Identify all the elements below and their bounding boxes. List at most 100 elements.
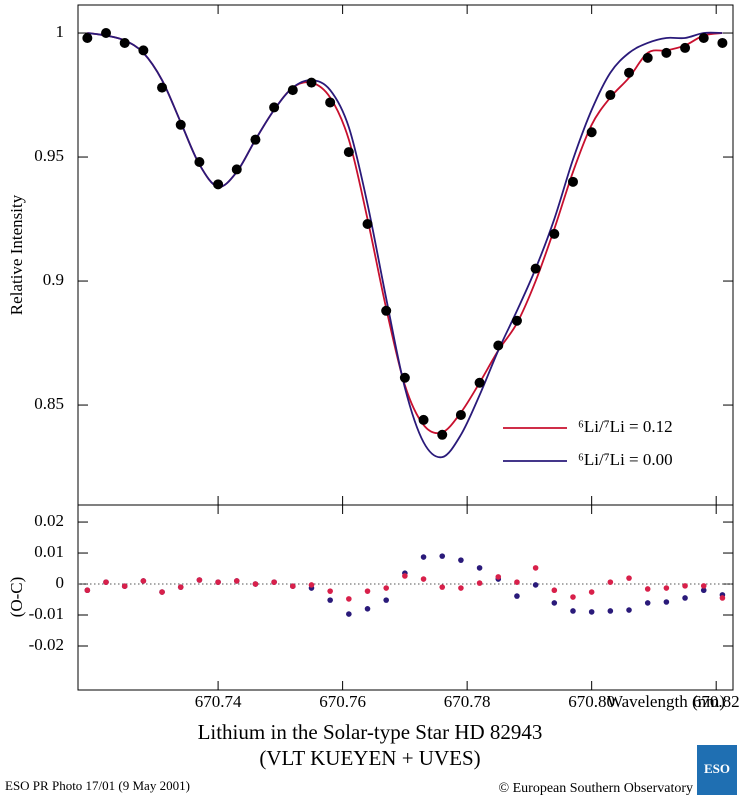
residual-point — [364, 588, 371, 594]
observed-point — [175, 119, 186, 130]
observed-point — [194, 156, 205, 167]
residual-point — [607, 579, 614, 585]
y-tick-label: 1 — [56, 22, 65, 41]
logo — [697, 745, 737, 795]
residual-point — [570, 608, 576, 614]
residual-point — [514, 579, 520, 585]
residual-point — [252, 581, 259, 587]
residual-point — [383, 585, 389, 591]
residual-point — [159, 589, 165, 595]
y-axis-label: (O-C) — [7, 577, 26, 618]
residual-point — [177, 584, 184, 590]
y-tick-label: 0.9 — [43, 270, 64, 289]
residual-point — [495, 574, 502, 580]
observed-point — [213, 179, 224, 190]
residual-point — [476, 580, 483, 586]
y-tick-label: -0.02 — [29, 635, 64, 654]
residual-point — [121, 583, 128, 589]
residual-point — [551, 600, 558, 606]
observed-point — [493, 340, 504, 351]
observed-point — [437, 429, 448, 440]
residual-point — [140, 578, 147, 584]
residual-point — [290, 583, 296, 589]
residual-point — [532, 565, 539, 571]
x-axis-label: Wavelength (nm) — [607, 692, 725, 711]
residual-point — [84, 587, 91, 594]
observed-point — [605, 90, 616, 101]
observed-point — [269, 102, 280, 113]
residual-point — [588, 589, 595, 595]
residual-point — [532, 582, 539, 588]
residual-point — [346, 611, 352, 617]
residual-point — [551, 587, 558, 594]
residual-point — [364, 606, 371, 612]
observed-point — [530, 263, 541, 274]
residual-point — [476, 565, 483, 571]
observed-point — [381, 305, 392, 316]
residual-point — [420, 554, 427, 560]
bottom-frame — [77, 504, 734, 691]
legend-label: ⁶Li/⁷Li = 0.00 — [578, 450, 673, 469]
observed-point — [698, 32, 709, 43]
model-line — [87, 31, 723, 459]
y-axis-label: Relative Intensity — [7, 194, 26, 315]
observed-point — [624, 67, 635, 78]
observed-point — [306, 77, 317, 88]
footer-right: © European Southern Observatory — [498, 781, 693, 796]
residual-point — [700, 583, 707, 589]
observed-point — [362, 218, 373, 229]
residual-point — [233, 578, 240, 584]
residual-point — [719, 595, 726, 601]
residual-point — [663, 585, 670, 591]
x-tick-label: 670.82 — [693, 692, 740, 711]
residual-point — [700, 587, 707, 594]
x-tick-label: 670.80 — [568, 692, 615, 711]
y-tick-label: 0 — [56, 573, 65, 592]
x-tick-label: 670.74 — [195, 692, 242, 711]
observed-point — [101, 28, 112, 39]
residual-point — [607, 608, 614, 614]
x-tick-label: 670.76 — [319, 692, 366, 711]
y-tick-label: 0.02 — [34, 511, 64, 530]
observed-point — [455, 409, 466, 420]
residual-point — [644, 600, 651, 606]
residual-point — [514, 593, 520, 599]
observed-point — [474, 377, 485, 388]
observed-point — [287, 85, 298, 96]
residual-point — [196, 577, 203, 583]
residual-point — [458, 557, 464, 563]
observed-point — [680, 42, 691, 53]
observed-point — [549, 228, 560, 239]
observed-point — [717, 37, 728, 48]
residual-point — [327, 597, 333, 603]
observed-point — [231, 164, 242, 175]
observed-point — [138, 45, 149, 56]
footer-left: ESO PR Photo 17/01 (9 May 2001) — [5, 778, 190, 793]
y-tick-label: 0.85 — [34, 394, 64, 413]
observed-point — [325, 97, 336, 108]
legend-label: ⁶Li/⁷Li = 0.12 — [578, 417, 673, 436]
y-tick-label: -0.01 — [29, 604, 64, 623]
observed-point — [157, 82, 168, 93]
observed-point — [119, 37, 130, 48]
residual-point — [327, 588, 333, 594]
observed-point — [399, 372, 410, 383]
residual-point — [402, 573, 408, 579]
residual-point — [346, 596, 352, 602]
residual-point — [682, 595, 688, 601]
observed-point — [343, 147, 354, 158]
residual-point — [626, 607, 632, 613]
residual-point — [644, 586, 651, 592]
residual-point — [626, 575, 632, 581]
y-tick-label: 0.95 — [34, 146, 64, 165]
residual-point — [271, 579, 277, 585]
y-tick-label: 0.01 — [34, 542, 64, 561]
observed-point — [82, 32, 93, 43]
residual-point — [103, 579, 109, 585]
residual-point — [308, 582, 315, 588]
observed-point — [642, 52, 653, 63]
observed-point — [511, 315, 522, 326]
residual-point — [439, 584, 446, 590]
